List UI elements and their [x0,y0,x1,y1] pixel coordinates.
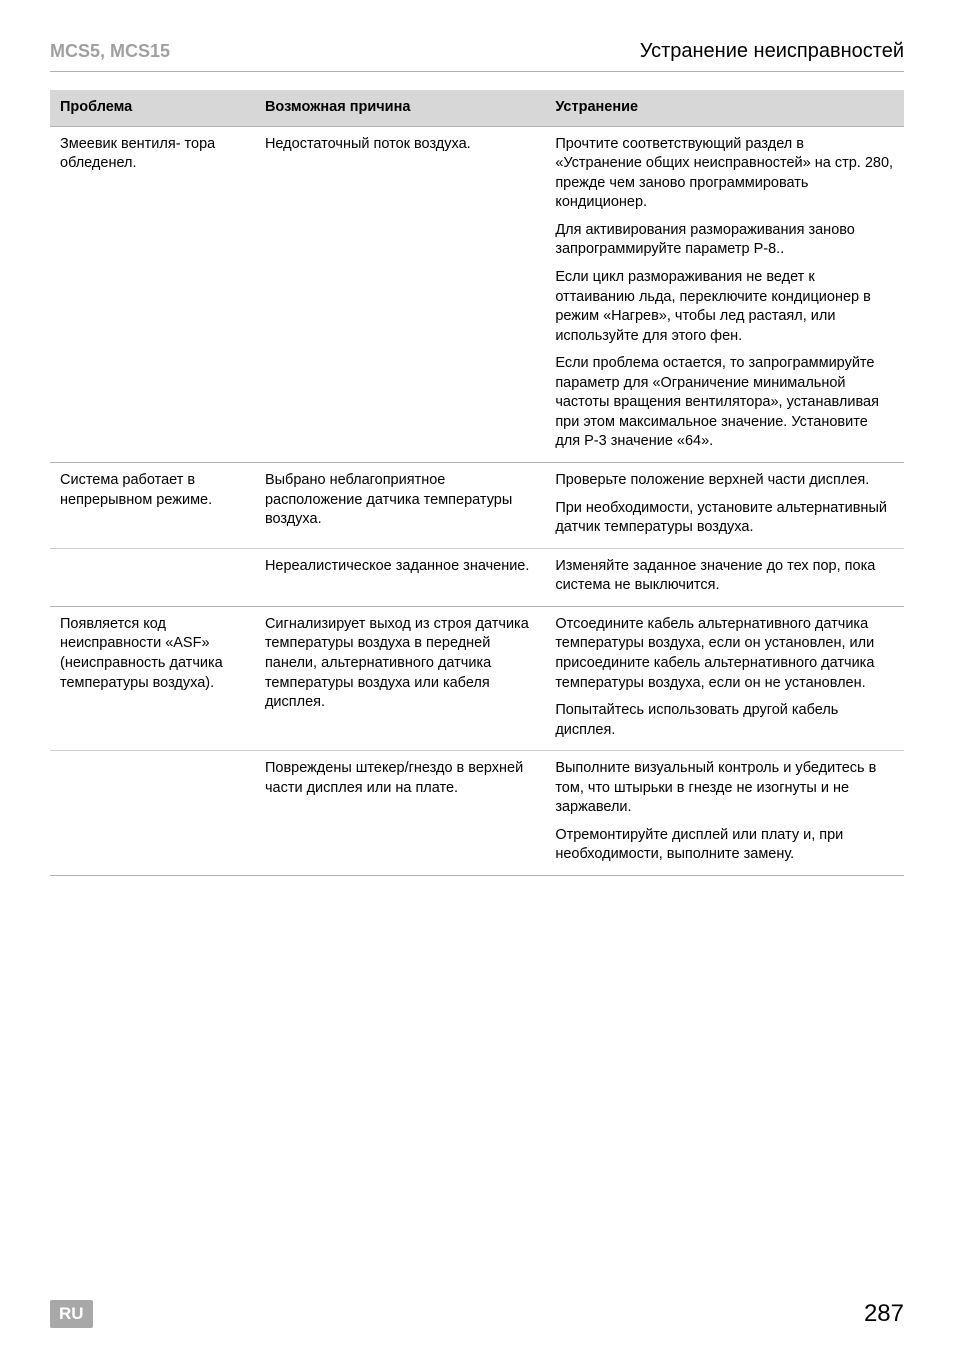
fix-paragraph: Выполните визуальный контроль и убедитес… [555,759,894,818]
page-title: Устранение неисправностей [640,40,904,63]
cell-fix: Выполните визуальный контроль и убедитес… [545,751,904,876]
fix-paragraph: Для активирования размораживания заново … [555,221,894,260]
cell-problem: Система работает в непрерывном режиме. [50,463,255,549]
table-bottom-rule [50,876,904,877]
page-number: 287 [864,1300,904,1328]
language-badge: RU [50,1300,93,1328]
fix-paragraph: Если проблема остается, то запрограммиру… [555,354,894,452]
table-row: Система работает в непрерывном режиме.Вы… [50,463,904,549]
cell-cause: Нереалистическое заданное значение. [255,548,545,606]
troubleshooting-table: Проблема Возможная причина Устранение Зм… [50,90,904,876]
cell-cause: Недостаточный поток воздуха. [255,126,545,462]
table-body: Змеевик вентиля- тора обледенел.Недостат… [50,126,904,876]
table-row: Нереалистическое заданное значение. Измен… [50,548,904,606]
fix-paragraph: Проверьте положение верхней части диспле… [555,471,894,491]
cell-fix: Прочтите соответствующий раздел в «Устра… [545,126,904,462]
col-fix: Устранение [545,90,904,126]
table-row: Появляется код неисправности «ASF» (неис… [50,606,904,750]
cell-problem [50,548,255,606]
cell-problem: Змеевик вентиля- тора обледенел. [50,126,255,462]
cell-fix: Отсоедините кабель альтернативного датчи… [545,606,904,750]
cell-cause: Повреждены штекер/гнездо в верхней части… [255,751,545,876]
cell-cause: Сигнализирует выход из строя датчика тем… [255,606,545,750]
model-label: MCS5, MCS15 [50,41,170,62]
cell-cause: Выбрано неблагоприятное расположение дат… [255,463,545,549]
col-problem: Проблема [50,90,255,126]
fix-paragraph: Изменяйте заданное значение до тех пор, … [555,557,894,596]
fix-paragraph: Отсоедините кабель альтернативного датчи… [555,615,894,693]
fix-paragraph: При необходимости, установите альтернати… [555,499,894,538]
table-row: Змеевик вентиля- тора обледенел.Недостат… [50,126,904,462]
fix-paragraph: Отремонтируйте дисплей или плату и, при … [555,826,894,865]
cell-problem [50,751,255,876]
col-cause: Возможная причина [255,90,545,126]
fix-paragraph: Если цикл размораживания не ведет к отта… [555,268,894,346]
fix-paragraph: Прочтите соответствующий раздел в «Устра… [555,135,894,213]
table-header: Проблема Возможная причина Устранение [50,90,904,126]
cell-problem: Появляется код неисправности «ASF» (неис… [50,606,255,750]
table-row: Повреждены штекер/гнездо в верхней части… [50,751,904,876]
fix-paragraph: Попытайтесь использовать другой кабель д… [555,701,894,740]
header: MCS5, MCS15 Устранение неисправностей [50,40,904,63]
header-rule [50,71,904,72]
footer: RU 287 [50,1300,904,1328]
cell-fix: Проверьте положение верхней части диспле… [545,463,904,549]
cell-fix: Изменяйте заданное значение до тех пор, … [545,548,904,606]
